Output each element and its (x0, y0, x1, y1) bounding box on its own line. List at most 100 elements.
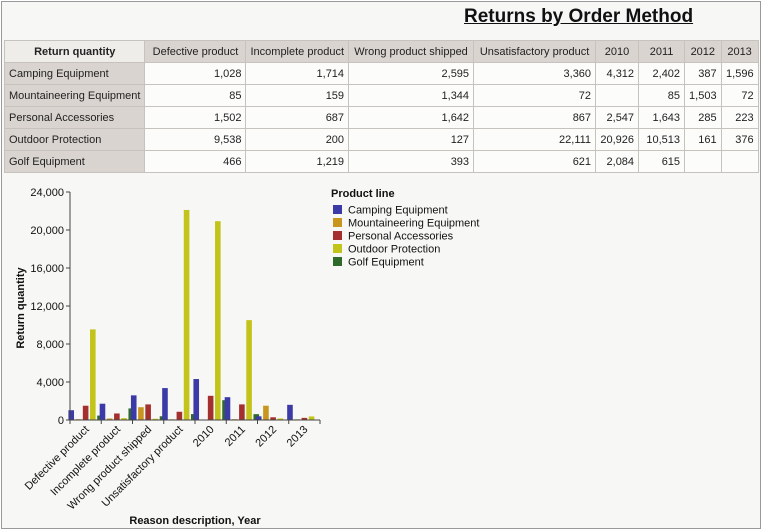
bar (145, 404, 151, 420)
col-header: 2012 (684, 40, 722, 63)
bar (308, 416, 315, 420)
legend-swatch (333, 205, 342, 214)
y-tick-label: 8,000 (36, 339, 64, 351)
table-cell: 285 (684, 106, 722, 129)
crosstab-row: Camping Equipment 1,028 1,714 2,595 3,36… (3, 62, 759, 85)
legend-label: Golf Equipment (348, 257, 424, 269)
y-tick-label: 0 (58, 415, 64, 427)
table-cell: 20,926 (595, 128, 640, 151)
table-cell: 1,344 (348, 84, 475, 107)
y-tick-label: 12,000 (30, 301, 64, 313)
y-tick-label: 24,000 (30, 187, 64, 199)
bar (130, 395, 137, 420)
table-cell: 1,643 (638, 106, 686, 129)
y-axis-label: Return quantity (15, 266, 27, 348)
bar (162, 388, 168, 420)
table-cell: 2,547 (595, 106, 640, 129)
col-header: Wrong product shipped (348, 40, 475, 63)
bar (99, 403, 106, 420)
bar (183, 209, 190, 420)
crosstab-table: Return quantity Defective product Incomp… (3, 40, 759, 173)
legend-swatch (333, 231, 342, 240)
crosstab-header-row: Return quantity Defective product Incomp… (3, 40, 759, 63)
bar (90, 329, 96, 420)
bar (224, 397, 231, 420)
table-cell: 2,402 (638, 62, 686, 85)
col-header: 2011 (638, 40, 686, 63)
x-axis-label: Reason description, Year (129, 515, 261, 527)
table-cell: 85 (144, 84, 247, 107)
bar (82, 405, 89, 420)
table-cell: 72 (720, 84, 759, 107)
table-cell: 1,596 (720, 62, 759, 85)
table-cell: 4,312 (595, 62, 640, 85)
table-cell (595, 84, 640, 107)
table-cell: 2,595 (348, 62, 475, 85)
bar (114, 413, 120, 420)
row-header: Outdoor Protection (3, 128, 146, 151)
bar (287, 404, 293, 420)
y-tick-label: 4,000 (36, 377, 64, 389)
bar-layer (68, 209, 315, 420)
legend-swatch (333, 257, 342, 266)
legend-swatch (333, 244, 342, 253)
crosstab-row: Mountaineering Equipment 85 159 1,344 72… (3, 84, 759, 107)
table-cell: 1,714 (245, 62, 350, 85)
col-header: Unsatisfactory product (473, 40, 597, 63)
table-cell (720, 150, 759, 173)
col-header: Incomplete product (245, 40, 350, 63)
col-header: Defective product (144, 40, 247, 63)
bar (152, 418, 159, 420)
table-cell: 867 (473, 106, 597, 129)
report-title: Returns by Order Method (464, 6, 694, 27)
table-cell: 621 (473, 150, 597, 173)
table-cell: 9,538 (144, 128, 247, 151)
bar (121, 418, 127, 420)
table-cell: 1,028 (144, 62, 247, 85)
legend: Product line Camping EquipmentMountainee… (331, 188, 479, 269)
table-cell: 200 (245, 128, 350, 151)
x-tick-label: 2013 (285, 424, 311, 450)
bar (239, 404, 245, 420)
table-cell: 159 (245, 84, 350, 107)
table-cell: 615 (638, 150, 686, 173)
bar (176, 411, 183, 420)
bar (277, 418, 284, 420)
table-cell: 85 (638, 84, 686, 107)
bar (138, 407, 144, 420)
table-cell: 1,642 (348, 106, 475, 129)
legend-label: Camping Equipment (348, 205, 448, 217)
col-header: 2010 (595, 40, 640, 63)
y-tick-label: 16,000 (30, 263, 64, 275)
crosstab-row: Outdoor Protection 9,538 200 127 22,111 … (3, 128, 759, 151)
x-tick-label: 2012 (253, 424, 279, 450)
legend-title: Product line (331, 188, 395, 200)
bar (246, 320, 252, 420)
bar (215, 221, 221, 420)
axes-layer: 04,0008,00012,00016,00020,00024,000Defec… (23, 187, 321, 512)
legend-swatch (333, 218, 342, 227)
legend-label: Mountaineering Equipment (348, 218, 479, 230)
table-cell: 376 (720, 128, 759, 151)
legend-label: Outdoor Protection (348, 244, 440, 256)
row-header: Camping Equipment (3, 62, 146, 85)
x-tick-label: 2010 (191, 424, 217, 450)
table-cell: 1,219 (245, 150, 350, 173)
bar (207, 395, 214, 420)
x-tick-label: 2011 (223, 424, 248, 449)
row-header: Golf Equipment (3, 150, 146, 173)
table-cell: 1,502 (144, 106, 247, 129)
table-cell: 1,503 (684, 84, 722, 107)
bar (301, 417, 308, 420)
table-cell: 2,084 (595, 150, 640, 173)
bar (270, 417, 276, 420)
bar (68, 410, 75, 420)
y-tick-label: 20,000 (30, 225, 64, 237)
crosstab-row: Golf Equipment 466 1,219 393 621 2,084 6… (3, 150, 759, 173)
bar (193, 379, 200, 420)
bar (106, 418, 113, 420)
legend-label: Personal Accessories (348, 231, 454, 243)
table-cell: 161 (684, 128, 722, 151)
bar (263, 405, 269, 420)
